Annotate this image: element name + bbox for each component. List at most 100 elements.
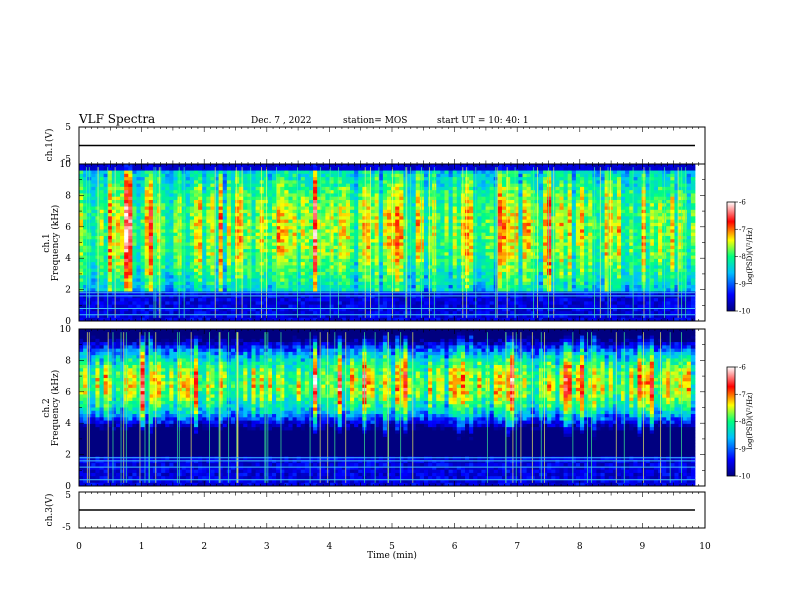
spectrogram-cell: [251, 268, 256, 273]
spectrogram-cell: [115, 288, 121, 292]
spectrogram-cell: [415, 199, 421, 204]
spectrogram-cell: [436, 203, 441, 207]
spectrogram-cell: [91, 311, 96, 315]
spectrogram-cell: [362, 271, 367, 276]
spectrogram-cell: [79, 255, 84, 260]
spectrogram-cell: [300, 275, 306, 279]
spectrogram-cell: [407, 232, 413, 237]
spectrogram-cell: [79, 173, 84, 178]
spectrogram-cell: [124, 285, 129, 289]
spectrogram-cell: [185, 183, 191, 188]
spectrogram-cell: [444, 222, 449, 227]
spectrogram-cell: [428, 294, 433, 299]
spectrogram-cell: [235, 317, 240, 322]
spectrogram-cell: [173, 291, 178, 296]
spectrogram-cell: [185, 245, 191, 250]
spectrogram-cell: [448, 164, 454, 168]
spectrogram-cell: [341, 298, 347, 302]
spectrogram-cell: [165, 304, 170, 309]
spectrogram-cell: [83, 186, 88, 191]
spectrogram-cell: [341, 232, 347, 237]
spectrogram-cell: [362, 255, 367, 260]
spectrogram-cell: [226, 265, 232, 270]
spectrogram-cell: [243, 177, 248, 181]
spectrogram-cell: [243, 196, 248, 201]
spectrogram-cell: [144, 307, 150, 312]
spectrogram-cell: [452, 245, 458, 250]
spectrogram-cell: [222, 242, 228, 247]
spectrogram-cell: [79, 170, 84, 175]
spectrogram-cell: [341, 222, 347, 227]
spectrogram-cell: [206, 307, 211, 312]
spectrogram-cell: [132, 206, 137, 211]
spectrogram-cell: [469, 213, 474, 217]
spectrogram-cell: [313, 229, 318, 234]
spectrogram-cell: [177, 268, 183, 273]
spectrogram-cell: [107, 255, 113, 260]
spectrogram-cell: [103, 193, 109, 198]
spectrogram-cell: [111, 255, 117, 260]
spectrogram-cell: [366, 209, 371, 214]
spectrogram-cell: [107, 173, 113, 178]
spectrogram-cell: [386, 222, 392, 227]
spectrogram-cell: [83, 307, 88, 312]
spectrogram-cell: [243, 301, 248, 306]
spectrogram-cell: [115, 239, 121, 243]
spectrogram-cell: [276, 255, 281, 260]
spectrogram-cell: [185, 298, 191, 302]
spectrogram-cell: [103, 281, 109, 286]
spectrogram-cell: [354, 232, 359, 237]
spectrogram-cell: [243, 258, 248, 263]
spectrogram-cell: [386, 199, 392, 204]
spectrogram-cell: [362, 268, 367, 273]
spectrogram-cell: [419, 196, 425, 201]
spectrogram-cell: [313, 232, 318, 237]
spectrogram-cell: [202, 229, 207, 234]
spectrogram-cell: [436, 235, 441, 240]
spectrogram-cell: [350, 186, 355, 191]
spectrogram-cell: [362, 232, 367, 237]
spectrogram-cell: [469, 311, 474, 315]
spectrogram-cell: [292, 209, 298, 214]
spectrogram-cell: [481, 199, 486, 204]
spectrogram-cell: [300, 268, 306, 273]
spectrogram-cell: [161, 304, 166, 309]
spectrogram-cell: [485, 209, 491, 214]
spectrogram-cell: [115, 222, 121, 227]
spectrogram-cell: [465, 216, 470, 221]
spectrogram-cell: [370, 291, 376, 296]
spectrogram-cell: [214, 265, 220, 270]
spectrogram-cell: [444, 177, 449, 181]
spectrogram-cell: [120, 245, 125, 250]
spectrogram-cell: [226, 199, 232, 204]
spectrogram-cell: [136, 268, 141, 273]
spectrogram-cell: [107, 183, 113, 188]
spectrogram-cell: [148, 226, 154, 230]
spectrogram-cell: [296, 294, 302, 299]
spectrogram-cell: [374, 311, 380, 315]
spectrogram-cell: [132, 255, 137, 260]
spectrogram-cell: [218, 278, 224, 283]
spectrogram-cell: [452, 226, 458, 230]
spectrogram-cell: [222, 307, 228, 312]
spectrogram-cell: [313, 271, 318, 276]
spectrogram-cell: [235, 239, 240, 243]
spectrogram-cell: [354, 288, 359, 292]
spectrogram-cell: [107, 285, 113, 289]
spectrogram-cell: [333, 271, 339, 276]
spectrogram-cell: [136, 314, 141, 319]
spectrogram-cell: [325, 285, 330, 289]
spectrogram-cell: [300, 206, 306, 211]
spectrogram-cell: [395, 190, 400, 194]
spectrogram-cell: [350, 219, 355, 224]
spectrogram-cell: [378, 209, 384, 214]
spectrogram-cell: [477, 245, 482, 250]
spectrogram-cell: [407, 177, 413, 181]
spectrogram-cell: [185, 190, 191, 194]
spectrogram-cell: [218, 226, 224, 230]
spectrogram-cell: [325, 242, 330, 247]
spectrogram-cell: [411, 203, 417, 207]
spectrogram-cell: [292, 226, 298, 230]
spectrogram-cell: [325, 255, 330, 260]
spectrogram-cell: [115, 262, 121, 266]
